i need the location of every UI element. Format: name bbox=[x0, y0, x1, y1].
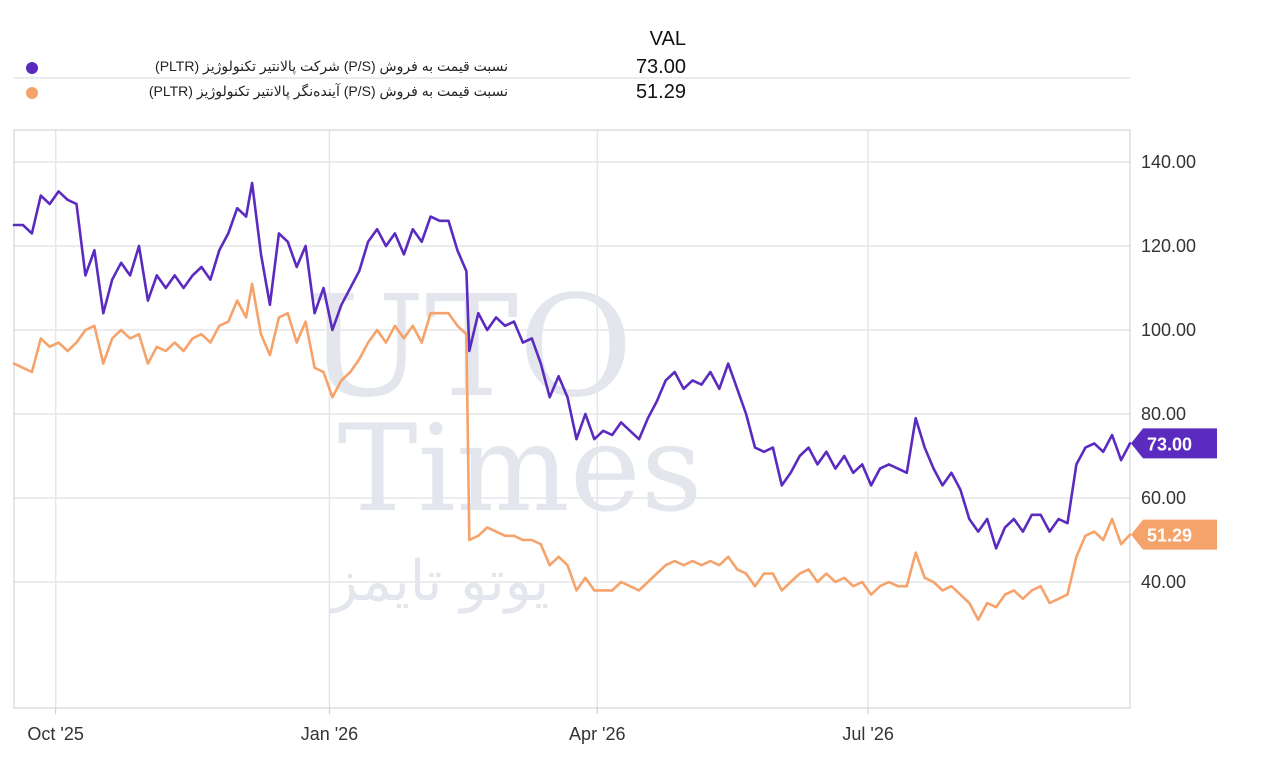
legend-item-forward-ps-ratio[interactable]: نسبت قیمت به فروش (P/S) آینده‌نگر پالانت… bbox=[0, 81, 700, 105]
y-tick-label: 120.00 bbox=[1141, 236, 1196, 256]
value-column-header: VAL bbox=[649, 28, 686, 50]
legend-marker-icon bbox=[26, 62, 38, 74]
grid bbox=[14, 77, 1130, 708]
series-line-2[interactable] bbox=[12, 282, 1132, 622]
series-layer bbox=[12, 181, 1132, 622]
x-tick-label: Oct '25 bbox=[27, 724, 83, 744]
watermark: UTO Times یوتو تایمز bbox=[307, 266, 702, 614]
legend-label: نسبت قیمت به فروش (P/S) آینده‌نگر پالانت… bbox=[148, 83, 508, 99]
legend: VAL نسبت قیمت به فروش (P/S) شرکت پالانتی… bbox=[0, 0, 1280, 120]
plot-frame bbox=[13, 129, 1131, 709]
series-line-1[interactable] bbox=[12, 181, 1132, 550]
legend-label: نسبت قیمت به فروش (P/S) شرکت پالانتیر تک… bbox=[155, 58, 508, 74]
legend-marker-icon bbox=[26, 87, 38, 99]
axis-layer: 40.00 60.00 80.00 100.00 120.00 140.00 Oct '25… bbox=[27, 152, 1196, 744]
y-tick-label: 80.00 bbox=[1141, 404, 1186, 424]
x-tick-label: Jan '26 bbox=[301, 724, 358, 744]
y-tick-label: 140.00 bbox=[1141, 152, 1196, 172]
y-tick-label: 100.00 bbox=[1141, 320, 1196, 340]
legend-value: 73.00 bbox=[635, 56, 686, 78]
last-value-tag bbox=[1131, 428, 1217, 459]
last-value-label: 51.29 bbox=[1147, 526, 1192, 546]
value-tags: 73.00 51.29 bbox=[1131, 428, 1217, 550]
x-tick-label: Jul '26 bbox=[842, 724, 893, 744]
last-value-label: 73.00 bbox=[1147, 434, 1192, 454]
watermark-line-2: Times bbox=[338, 400, 703, 539]
legend-item-ps-ratio[interactable]: نسبت قیمت به فروش (P/S) شرکت پالانتیر تک… bbox=[0, 56, 700, 80]
x-tick-label: Apr '26 bbox=[569, 724, 625, 744]
y-tick-label: 60.00 bbox=[1141, 488, 1186, 508]
last-value-tag bbox=[1131, 519, 1217, 550]
legend-value: 51.29 bbox=[635, 81, 686, 103]
y-tick-label: 40.00 bbox=[1141, 572, 1186, 592]
